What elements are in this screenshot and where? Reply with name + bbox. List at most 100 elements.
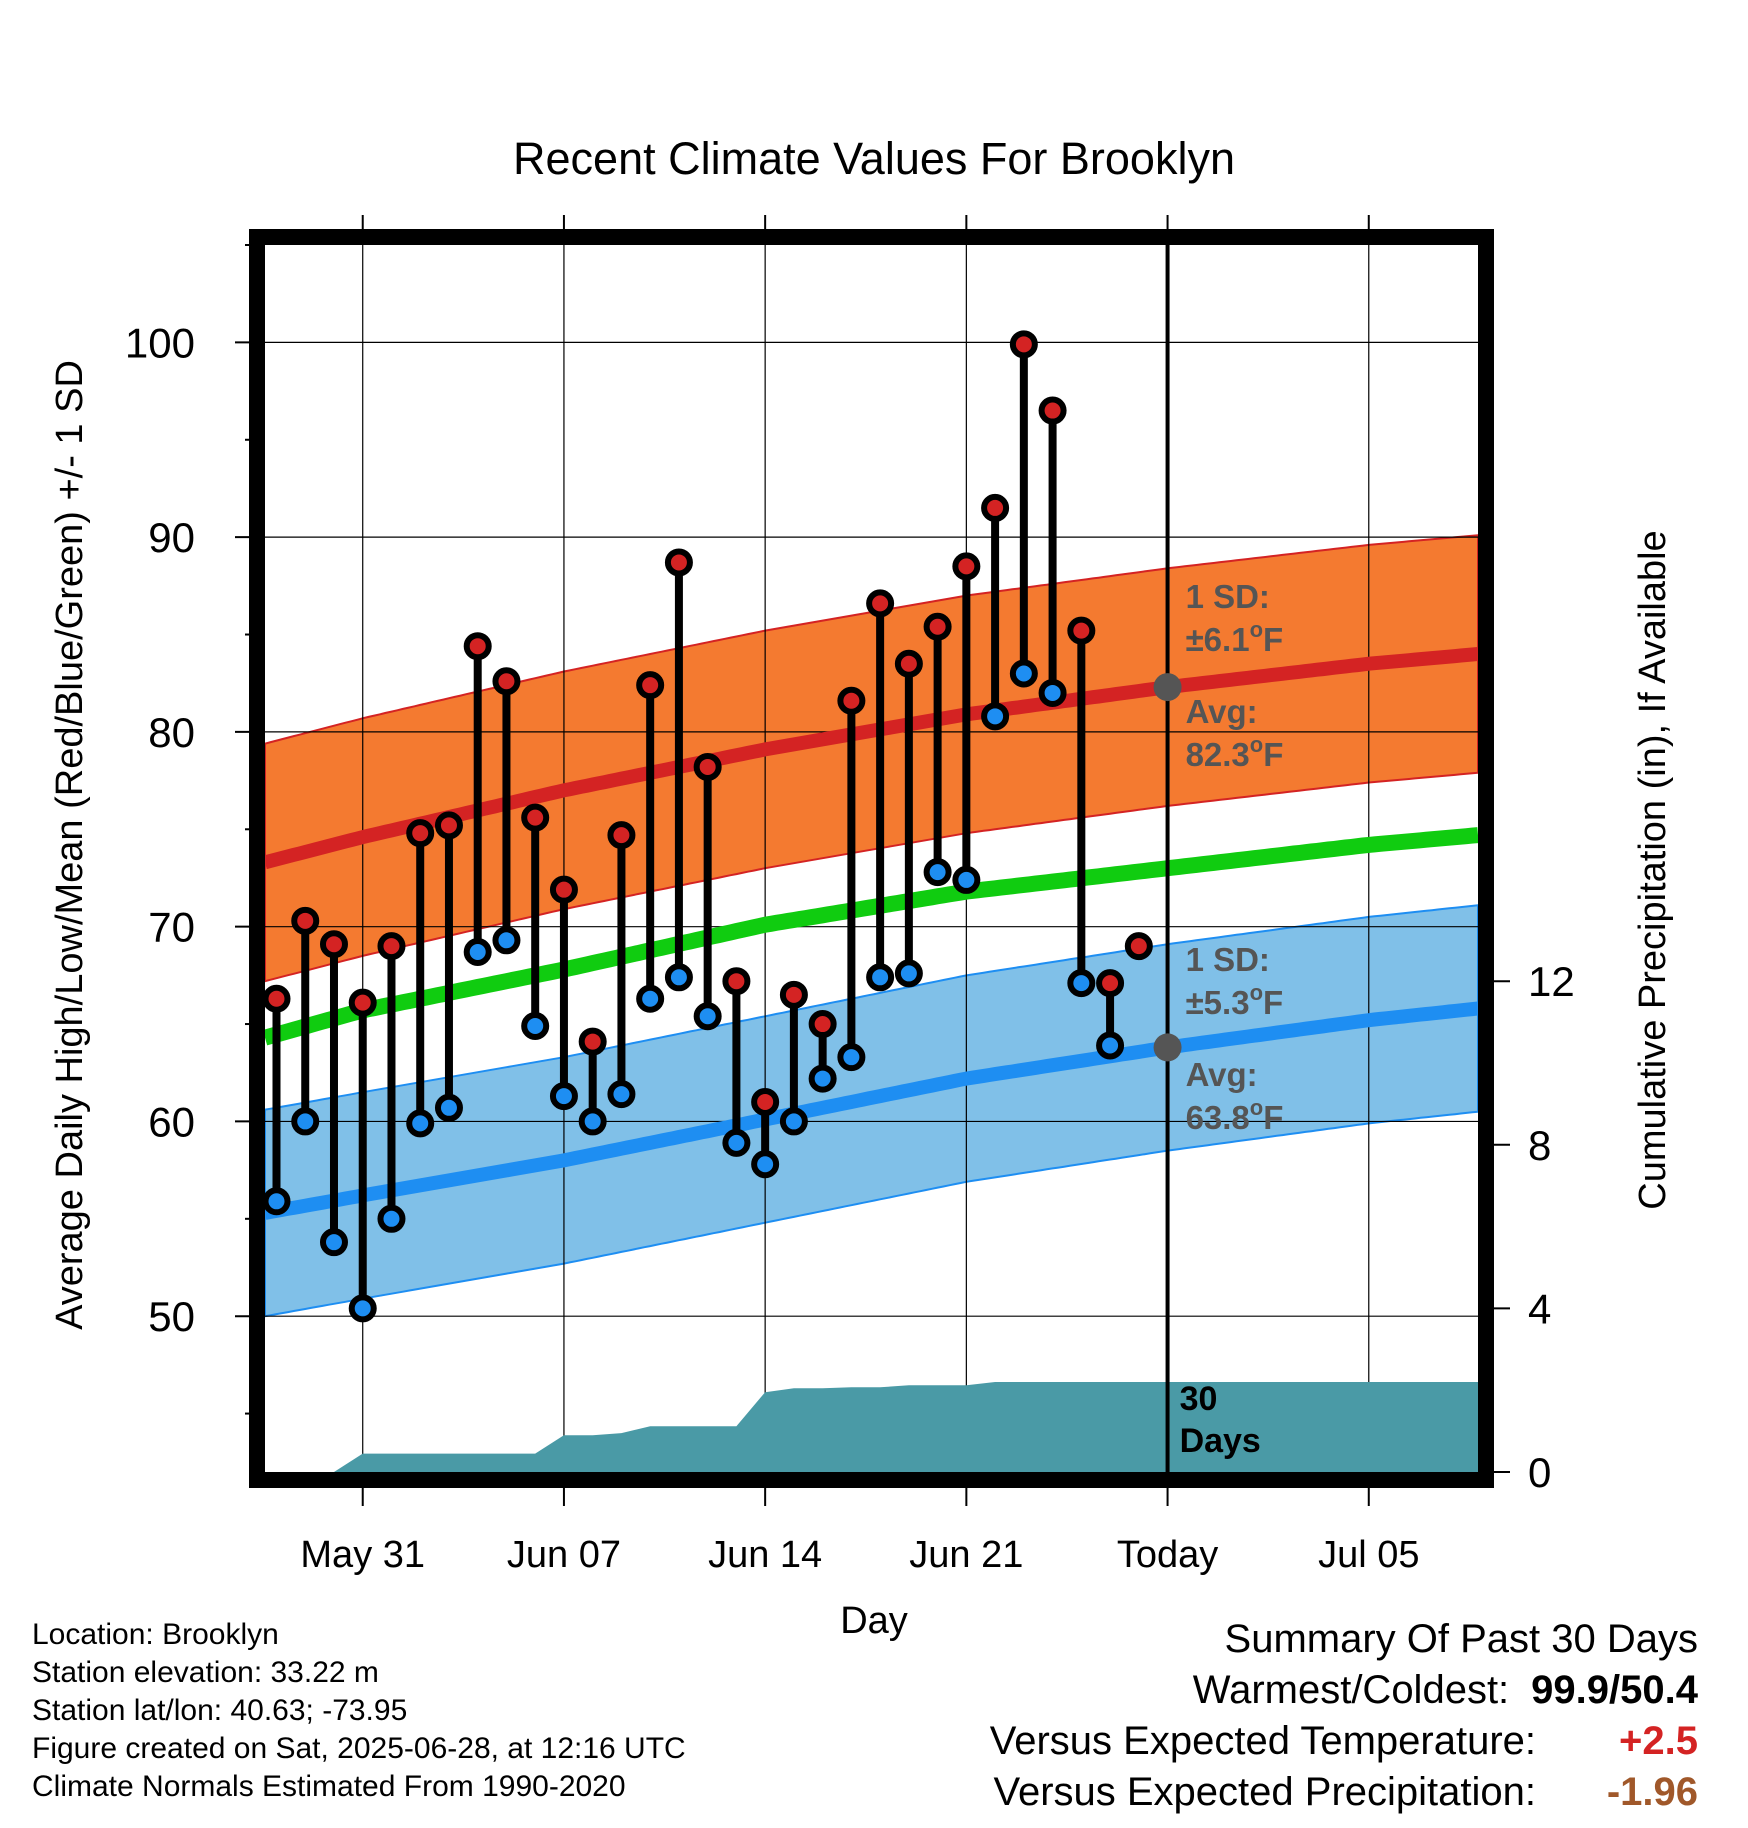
daily-low-point	[549, 1082, 578, 1111]
daily-high-point	[837, 686, 866, 715]
latlon-text: Station lat/lon: 40.63; -73.95	[32, 1694, 408, 1727]
daily-high-point	[1096, 969, 1125, 998]
daily-low-point	[291, 1107, 320, 1136]
unit-symbol: F	[1263, 984, 1283, 1021]
daily-high-point	[348, 988, 377, 1017]
y-axis-label: Average Daily High/Low/Mean (Red/Blue/Gr…	[49, 360, 91, 1330]
daily-high-point	[406, 819, 435, 848]
daily-high-point	[981, 493, 1010, 522]
daily-low-point	[837, 1043, 866, 1072]
daily-low-point	[722, 1128, 751, 1157]
high-avg-marker	[1153, 673, 1182, 702]
high-avg-value: 82.3oF	[1186, 732, 1284, 773]
normals-text: Climate Normals Estimated From 1990-2020	[32, 1770, 626, 1803]
axes: 50 60 70 80 90 100 0 4 8 12 May 31 Jun 07 Jun 14 Jun …	[125, 215, 1575, 1576]
daily-high-point	[463, 632, 492, 661]
x-tick-label: Jun 21	[909, 1534, 1023, 1576]
daily-high-point	[377, 932, 406, 961]
daily-high-point	[1067, 616, 1096, 645]
daily-low-point	[607, 1080, 636, 1109]
x-tick-label: Jul 05	[1318, 1534, 1419, 1576]
high-avg-value-number: 82.3	[1186, 736, 1250, 773]
daily-high-point	[664, 548, 693, 577]
unit-symbol: F	[1263, 621, 1283, 658]
low-avg-value: 63.8oF	[1186, 1095, 1284, 1136]
daily-low-point	[1038, 678, 1067, 707]
high-avg-label: Avg:	[1186, 693, 1258, 730]
high-sd-value: ±6.1oF	[1186, 617, 1284, 658]
daily-high-point	[434, 811, 463, 840]
daily-low-point	[492, 926, 521, 955]
daily-low-point	[1009, 659, 1038, 688]
daily-high-point	[636, 671, 665, 700]
y-tick-label: 50	[148, 1293, 195, 1340]
daily-high-point	[319, 930, 348, 959]
days-count-word: Days	[1180, 1422, 1261, 1460]
daily-low-point	[578, 1107, 607, 1136]
y2-tick-label: 8	[1528, 1122, 1551, 1169]
precip-deviation-value: -1.96	[1606, 1770, 1698, 1814]
precip-deviation-label: Versus Expected Precipitation:	[993, 1770, 1536, 1814]
daily-low-point	[894, 959, 923, 988]
daily-high-point	[607, 821, 636, 850]
daily-high-point	[808, 1010, 837, 1039]
daily-low-point	[664, 963, 693, 992]
daily-high-point	[1124, 932, 1153, 961]
high-sd-band	[265, 534, 1478, 983]
unit-symbol: F	[1263, 1099, 1283, 1136]
created-text: Figure created on Sat, 2025-06-28, at 12…	[32, 1732, 686, 1765]
degree-symbol: o	[1250, 617, 1263, 642]
location-text: Location: Brooklyn	[32, 1618, 279, 1651]
y-tick-label: 70	[148, 904, 195, 951]
degree-symbol: o	[1250, 1095, 1263, 1120]
precip-area	[265, 1382, 1478, 1472]
low-avg-marker	[1153, 1033, 1182, 1062]
y2-tick-label: 4	[1528, 1285, 1551, 1332]
summary-temp-row: Versus Expected Temperature: +2.5	[990, 1716, 1698, 1767]
daily-high-point	[722, 967, 751, 996]
daily-low-point	[521, 1011, 550, 1040]
x-tick-label: Today	[1117, 1534, 1218, 1576]
daily-low-point	[866, 963, 895, 992]
daily-high-point	[779, 980, 808, 1009]
plot-frame	[249, 229, 1494, 1488]
daily-low-point	[923, 858, 952, 887]
temp-deviation-label: Versus Expected Temperature:	[989, 1719, 1536, 1763]
low-sd-label: 1 SD:	[1186, 941, 1270, 978]
low-avg-value-number: 63.8	[1186, 1099, 1250, 1136]
daily-low-point	[348, 1294, 377, 1323]
low-avg-label: Avg:	[1186, 1056, 1258, 1093]
summary-precip-row: Versus Expected Precipitation: -1.96	[990, 1767, 1698, 1818]
daily-high-point	[751, 1087, 780, 1116]
daily-high-point	[578, 1027, 607, 1056]
x-tick-label: Jun 14	[708, 1534, 822, 1576]
y2-tick-label: 12	[1528, 958, 1575, 1005]
elevation-text: Station elevation: 33.22 m	[32, 1656, 379, 1689]
daily-high-point	[693, 752, 722, 781]
daily-low-point	[265, 1187, 291, 1216]
low-normal-line	[265, 1001, 1478, 1220]
high-normal-line	[265, 647, 1478, 870]
unit-symbol: F	[1263, 736, 1283, 773]
warmest-label: Warmest/Coldest:	[1192, 1668, 1510, 1712]
low-sd-value-number: ±5.3	[1186, 984, 1250, 1021]
daily-low-point	[808, 1064, 837, 1093]
y-tick-label: 100	[125, 319, 195, 366]
daily-high-point	[866, 589, 895, 618]
daily-high-point	[265, 984, 291, 1013]
low-sd-value: ±5.3oF	[1186, 980, 1284, 1021]
x-tick-label: May 31	[300, 1534, 425, 1576]
summary-panel: Summary Of Past 30 Days Warmest/Coldest:…	[990, 1614, 1698, 1818]
daily-high-point	[1038, 396, 1067, 425]
x-axis-label: Day	[840, 1600, 908, 1642]
chart-title: Recent Climate Values For Brooklyn	[513, 133, 1235, 184]
daily-low-point	[434, 1093, 463, 1122]
daily-low-point	[1067, 969, 1096, 998]
summary-warmest-row: Warmest/Coldest: 99.9/50.4	[990, 1665, 1698, 1716]
daily-high-point	[521, 803, 550, 832]
daily-low-point	[981, 702, 1010, 731]
mean-normal-line	[265, 827, 1478, 1046]
